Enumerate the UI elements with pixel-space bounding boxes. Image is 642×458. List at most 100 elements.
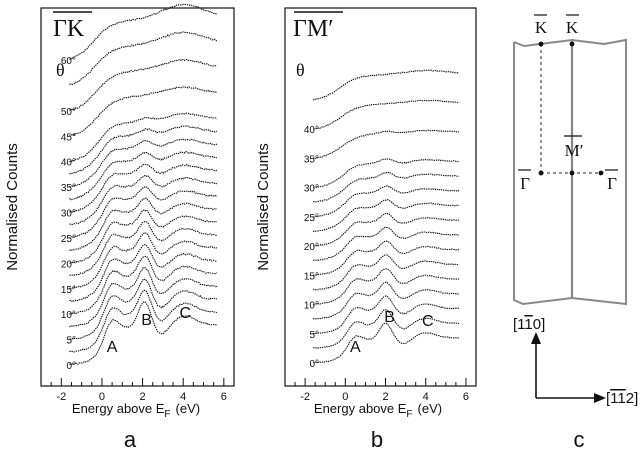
angle-label: 60° (61, 56, 76, 67)
peak-label-C: C (179, 305, 191, 322)
direction-arrow-right-head (594, 393, 606, 403)
spectrum-curve (69, 255, 218, 315)
surface-brillouin-zone-outline (513, 38, 627, 306)
angle-label: 0° (309, 359, 319, 370)
k-inner-label: K (566, 18, 579, 37)
panel-a-frame (40, 7, 235, 387)
spectrum-curve (69, 58, 217, 111)
spectrum-curve (313, 322, 460, 364)
angle-label: 0° (66, 361, 76, 372)
angle-label: 30° (61, 209, 76, 220)
spectrum-curve (69, 208, 218, 264)
panel-a-title: ΓK (53, 16, 85, 42)
spectrum-curve (69, 186, 218, 239)
angle-label: 15° (304, 271, 319, 282)
spectrum-curve (69, 125, 217, 175)
gamma-point-left-marker (538, 170, 544, 176)
panel-b-letter: b (371, 427, 383, 452)
angle-label: 25° (304, 213, 319, 224)
angle-label: 15° (61, 285, 76, 296)
panel-b: ΓM′ θ 0° 5° 10° 15° 20° 25° 30° 35° 40° A B C -2 0 2… (255, 7, 477, 452)
angle-label: 40° (61, 158, 76, 169)
panel-b-frame (284, 7, 477, 387)
spectrum-curve (312, 226, 460, 262)
peak-label-C: C (422, 313, 434, 330)
m-prime-point-marker (569, 170, 575, 176)
spectrum-curve (312, 129, 460, 160)
panel-b-y-axis-label: Normalised Counts (255, 143, 272, 271)
panel-b-title: ΓM′ (293, 16, 333, 42)
panel-c: K K M′ Γ Γ [110] [112] c (513, 14, 638, 452)
direction-arrow-up-head (531, 332, 541, 344)
gamma-right-label: Γ (607, 174, 617, 193)
spectrum-curve (69, 300, 218, 366)
x-tick-label: 4 (423, 391, 429, 403)
panel-a-x-axis-label: Energy above EF (eV) (72, 401, 200, 420)
spectrum-curve (312, 69, 460, 101)
spectrum-curve (69, 163, 218, 213)
spectrum-curve (69, 174, 218, 226)
panel-a: ΓK θ 0° 5° 10° 15° 20° 25° 30° 35° 40° 45° 50° 6 0° … (4, 3, 235, 452)
spectrum-curve (69, 232, 218, 290)
spectrum-curve (69, 31, 217, 85)
gamma-point-right-marker (598, 170, 604, 176)
peak-label-A: A (350, 339, 361, 356)
angle-label: 30° (304, 184, 319, 195)
spectrum-curve (69, 278, 217, 340)
panel-a-curves (68, 3, 218, 366)
peak-label-A: A (107, 339, 118, 356)
direction-up-label: [110] (513, 316, 545, 333)
panel-b-angle-labels: 0° 5° 10° 15° 20° 25° 30° 35° 40° (304, 125, 319, 370)
k-outer-label: K (535, 18, 548, 37)
x-tick-label: 0 (342, 391, 348, 403)
spectrum-curve (313, 158, 460, 189)
spectrum-curve (68, 86, 218, 137)
angle-label: 10° (304, 301, 319, 312)
k-point-outer-marker (538, 41, 544, 47)
panel-c-letter: c (574, 427, 585, 452)
panel-b-x-axis: -2 0 2 4 6 (284, 378, 469, 403)
x-tick-label: 0 (99, 391, 105, 403)
angle-label: 45° (61, 132, 76, 143)
spectrum-curve (313, 212, 460, 247)
spectrum-curve (312, 199, 460, 233)
x-tick-label: -2 (300, 391, 310, 403)
panel-a-y-axis-label: Normalised Counts (4, 143, 21, 271)
panel-b-x-axis-label: Energy above EF (eV) (314, 401, 442, 420)
spectrum-curve (313, 295, 460, 335)
angle-label: 50° (61, 107, 76, 118)
panel-a-letter: a (124, 427, 137, 452)
angle-label: 25° (61, 234, 76, 245)
panel-a-x-axis: -2 0 2 4 6 (40, 378, 227, 403)
spectrum-curve (312, 309, 460, 349)
angle-label: 5° (66, 336, 76, 347)
direction-right-label: [112] (606, 390, 638, 407)
spectrum-curve (69, 112, 218, 163)
panel-a-theta-symbol: θ (56, 60, 65, 80)
panel-b-peak-labels: A B C (350, 309, 433, 356)
spectrum-curve (312, 281, 460, 320)
angle-label: 20° (61, 259, 76, 270)
panel-b-curves (312, 69, 460, 364)
x-tick-label: 2 (382, 391, 388, 403)
x-tick-label: 2 (140, 391, 146, 403)
panel-b-theta-symbol: θ (296, 60, 305, 80)
angle-label: 40° (304, 125, 319, 136)
spectrum-curve (69, 138, 218, 188)
spectrum-curve (69, 151, 218, 201)
x-tick-label: 6 (221, 391, 227, 403)
spectrum-curve (69, 289, 217, 353)
spectrum-curve (313, 99, 460, 130)
spectrum-curve (69, 3, 218, 60)
spectrum-curve (69, 197, 218, 252)
panel-a-angle-labels: 0° 5° 10° 15° 20° 25° 30° 35° 40° 45° 50° 60° (61, 56, 76, 372)
spectrum-curve (69, 244, 217, 303)
m-prime-label: M′ (565, 141, 584, 160)
angle-label: 35° (61, 183, 76, 194)
spectrum-curve (69, 267, 218, 328)
panel-a-peak-labels: A B C (107, 305, 191, 356)
x-tick-label: -2 (56, 391, 66, 403)
peak-label-B: B (141, 312, 152, 329)
angle-label: 10° (61, 310, 76, 321)
